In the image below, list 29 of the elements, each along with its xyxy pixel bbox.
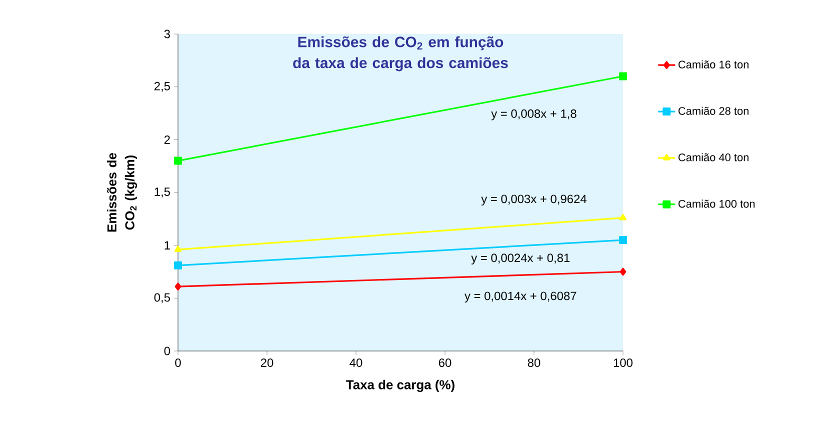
- annotation: y = 0,008x + 1,8: [491, 109, 576, 120]
- y-tick-label: 1: [164, 241, 170, 250]
- point: [174, 261, 182, 270]
- point: [620, 268, 626, 276]
- y-tick-label: 0: [164, 346, 170, 356]
- legend-label: Camião 40 ton: [678, 153, 748, 162]
- annotation: y = 0,0024x + 0,81: [471, 254, 570, 264]
- annotation: y = 0,003x + 0,9624: [481, 194, 586, 206]
- legend-label: Camião 16 ton: [678, 60, 748, 68]
- point: [174, 282, 182, 291]
- x-tick-label: 0: [175, 358, 181, 367]
- y-tick-label: 2,5: [154, 82, 170, 92]
- legend-label: Camião 100 ton: [678, 200, 755, 208]
- x-tick-label: 40: [350, 358, 362, 367]
- point: [619, 72, 628, 80]
- x-tick-label: 80: [528, 358, 540, 367]
- x-tick-label: 20: [260, 358, 274, 367]
- point: [619, 236, 628, 244]
- x-tick-label: 60: [438, 358, 452, 367]
- y-tick-label: 2: [164, 135, 170, 144]
- annotation: y = 0,0014x + 0,6087: [464, 292, 576, 303]
- legend-label: Camião 28 ton: [678, 106, 748, 115]
- point: [174, 156, 182, 165]
- y-tick-label: 0,5: [154, 293, 170, 304]
- x-axis-title: Taxa de carga (%): [346, 380, 454, 392]
- text: Emissões de CO$_{2}$ em função da taxa de carga dos camiões: [293, 36, 508, 72]
- y-tick-label: 3: [164, 30, 170, 38]
- x-tick-label: 100: [614, 358, 633, 367]
- y-tick-label: 1,5: [154, 188, 170, 198]
